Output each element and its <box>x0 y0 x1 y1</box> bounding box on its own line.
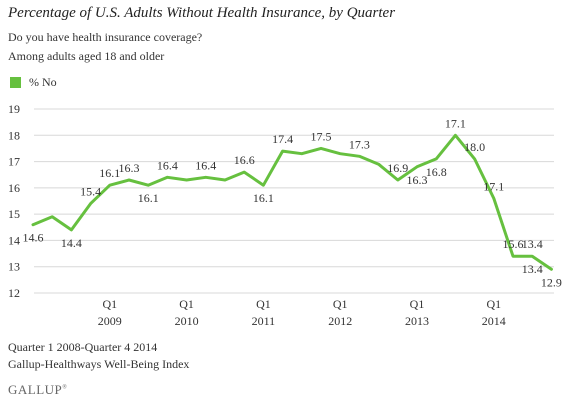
data-label: 15.4 <box>80 185 101 199</box>
data-point <box>89 202 92 205</box>
data-label: 17.3 <box>349 137 370 151</box>
x-tick-quarter: Q1 <box>179 297 194 311</box>
data-label: 14.4 <box>61 236 82 250</box>
x-tick-year: 2013 <box>405 314 429 328</box>
data-point <box>339 152 342 155</box>
x-tick-quarter: Q1 <box>102 297 117 311</box>
x-axis-ticks: Q1 2009 Q1 2010 Q1 2011 Q1 2012 Q1 2013 Q1 2014 <box>98 297 506 328</box>
y-tick-label: 15 <box>8 207 20 221</box>
y-tick-label: 16 <box>8 181 20 195</box>
x-tick-year: 2009 <box>98 314 122 328</box>
data-label: 16.3 <box>119 161 140 175</box>
y-tick-label: 19 <box>8 102 20 116</box>
data-point <box>185 178 188 182</box>
data-point <box>204 176 207 179</box>
data-point <box>550 268 553 271</box>
y-tick-label: 12 <box>8 286 20 300</box>
grid-lines <box>34 108 554 294</box>
data-point <box>454 134 457 137</box>
data-label: 14.6 <box>23 231 44 245</box>
y-tick-label: 13 <box>8 260 20 274</box>
data-label: 15.6 <box>503 237 524 251</box>
data-point <box>492 197 495 200</box>
data-label: 12.9 <box>541 275 562 289</box>
data-label: 13.4 <box>522 237 543 251</box>
data-point <box>473 157 476 161</box>
chart-subtitle-question: Do you have health insurance coverage? <box>8 30 203 44</box>
chart-legend: % No <box>10 75 57 90</box>
x-tick-quarter: Q1 <box>486 297 501 311</box>
data-point <box>147 184 150 187</box>
data-point <box>70 228 73 232</box>
data-point <box>511 255 515 258</box>
data-label: 16.6 <box>234 153 255 167</box>
data-label: 18.0 <box>464 140 485 154</box>
footer-source: Gallup-Healthways Well-Being Index <box>8 357 190 371</box>
legend-label: % No <box>29 75 57 89</box>
x-tick-year: 2010 <box>175 314 199 328</box>
data-point <box>531 255 534 258</box>
data-label: 16.8 <box>426 165 447 179</box>
legend-swatch <box>10 77 21 88</box>
data-label: 17.1 <box>483 179 504 193</box>
data-point <box>166 176 169 179</box>
data-point <box>262 184 265 187</box>
data-label: 16.1 <box>138 191 159 205</box>
series-line-path <box>31 133 553 271</box>
data-labels: 14.6 14.415.416.116.316.116.4 16.4 16.616.1… <box>23 116 562 289</box>
x-tick-quarter: Q1 <box>333 297 348 311</box>
x-tick-quarter: Q1 <box>410 297 425 311</box>
data-point <box>377 163 380 166</box>
y-tick-label: 14 <box>8 233 20 247</box>
data-point <box>415 165 419 169</box>
x-tick-year: 2012 <box>328 314 352 328</box>
data-label: 16.9 <box>387 161 408 175</box>
data-point <box>435 157 438 161</box>
data-label: 13.4 <box>522 262 543 276</box>
data-label: 16.4 <box>157 158 178 172</box>
data-point <box>51 215 54 218</box>
data-label: 16.1 <box>253 191 274 205</box>
data-point <box>396 178 399 182</box>
gallup-logo: GALLUP® <box>8 382 68 397</box>
data-point <box>300 152 303 155</box>
y-tick-label: 18 <box>8 128 20 142</box>
data-label: 16.3 <box>407 173 428 187</box>
data-label: 17.1 <box>445 116 466 130</box>
chart-subtitle-population: Among adults aged 18 and older <box>8 49 165 63</box>
data-point <box>108 184 112 187</box>
x-tick-year: 2011 <box>252 314 276 328</box>
y-tick-label: 17 <box>8 155 20 169</box>
data-label: 17.4 <box>272 132 293 146</box>
x-tick-quarter: Q1 <box>256 297 271 311</box>
data-point <box>319 147 323 150</box>
data-point <box>223 178 227 182</box>
chart-title: Percentage of U.S. Adults Without Health… <box>8 5 396 21</box>
footer-period: Quarter 1 2008-Quarter 4 2014 <box>8 340 158 354</box>
series-line <box>31 133 553 271</box>
data-label: 17.5 <box>311 129 332 143</box>
data-point <box>243 170 246 174</box>
data-point <box>127 178 131 182</box>
data-label: 16.1 <box>99 166 120 180</box>
x-tick-year: 2014 <box>482 314 506 328</box>
data-point <box>358 155 361 158</box>
y-axis-ticks: 12 13 14 15 16 17 18 19 <box>8 102 20 300</box>
data-label: 16.4 <box>195 158 216 172</box>
logo-text: GALLUP <box>8 382 63 397</box>
data-point <box>281 149 284 153</box>
data-point <box>31 223 35 226</box>
